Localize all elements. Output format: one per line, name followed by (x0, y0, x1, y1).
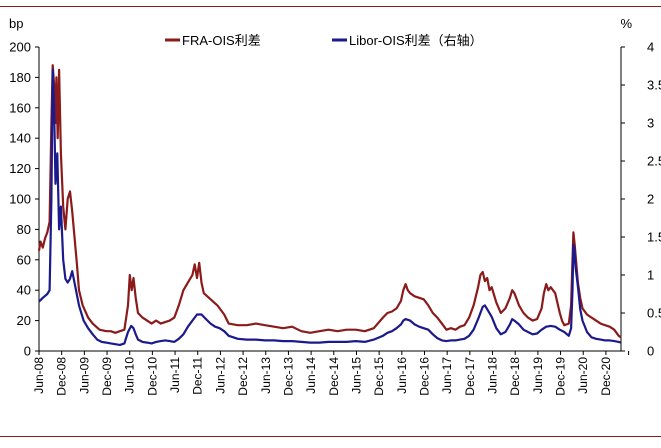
right-tick-label: 2 (647, 192, 654, 207)
x-tick-label: Jun-20 (576, 357, 590, 394)
series-layer (37, 64, 622, 346)
legend-label-fra-ois: FRA-OIS利差 (182, 33, 261, 48)
x-tick-label: Dec-10 (145, 357, 159, 396)
right-tick-label: 2.5 (647, 154, 661, 169)
x-tick-label: Dec-17 (463, 357, 477, 396)
left-tick-label: 60 (17, 252, 31, 267)
right-axis-unit: % (620, 16, 632, 31)
x-tick-label: Dec-08 (55, 357, 69, 396)
x-tick-label: Jun-17 (440, 357, 454, 394)
right-tick-label: 4 (647, 40, 654, 55)
left-tick-label: 20 (17, 313, 31, 328)
top-rule (0, 6, 661, 7)
left-tick-label: 100 (9, 192, 31, 207)
x-tick-label: Jun-09 (77, 357, 91, 394)
x-tick-label: Jun-16 (395, 357, 409, 394)
x-tick-label: Jun-10 (123, 357, 137, 394)
x-tick-group: Jun-08 Dec-08 Jun-09 Dec-09 Jun-10 Dec-10 Jun-… (32, 351, 630, 396)
right-tick-group: 0 0.5 1 1.5 2 2.5 3 3.5 4 (621, 40, 661, 359)
legend-label-libor-ois: Libor-OIS利差（右轴） (349, 33, 483, 48)
series-line-libor-ois (38, 68, 622, 346)
left-tick-label: 40 (17, 283, 31, 298)
right-tick-label: 0.5 (647, 306, 661, 321)
x-tick-label: Jun-13 (259, 357, 273, 394)
left-tick-label: 120 (9, 161, 31, 176)
x-tick-label: Dec-20 (599, 357, 613, 396)
right-tick-label: 1.5 (647, 230, 661, 245)
x-tick-label: Dec-12 (236, 357, 250, 396)
left-tick-label: 0 (24, 344, 31, 359)
x-tick-label: Jun-12 (213, 357, 227, 394)
x-tick-label: Dec-14 (327, 357, 341, 396)
x-tick-label: Jun-11 (168, 357, 182, 393)
left-tick-label: 180 (9, 70, 31, 85)
x-tick-label: Dec-16 (417, 357, 431, 396)
left-tick-label: 160 (9, 100, 31, 115)
x-tick-label: Dec-15 (372, 357, 386, 396)
right-tick-label: 1 (647, 268, 654, 283)
x-tick-label: Dec-13 (281, 357, 295, 396)
x-tick-label: Dec-19 (554, 357, 568, 396)
right-tick-label: 3 (647, 116, 654, 131)
left-tick-label: 140 (9, 131, 31, 146)
left-tick-label: 80 (17, 222, 31, 237)
x-tick-label: Jun-18 (486, 357, 500, 394)
right-tick-label: 3.5 (647, 78, 661, 93)
x-tick-label: Dec-18 (508, 357, 522, 396)
right-tick-label: 0 (647, 344, 654, 359)
legend: FRA-OIS利差 Libor-OIS利差（右轴） (165, 33, 483, 48)
x-tick-label: Jun-19 (531, 357, 545, 394)
left-tick-group: 0 20 40 60 80 100 120 140 160 180 200 (9, 40, 39, 359)
bottom-rule (0, 436, 661, 437)
x-tick-label: Dec-11 (191, 357, 205, 395)
x-tick-label: Jun-15 (349, 357, 363, 394)
x-tick-label: Jun-08 (32, 357, 46, 394)
left-axis-unit: bp (9, 16, 23, 31)
x-tick-label: Dec-09 (100, 357, 114, 396)
x-tick-label: Jun-14 (304, 357, 318, 394)
left-tick-label: 200 (9, 40, 31, 55)
series-line-fra-ois (37, 64, 622, 339)
